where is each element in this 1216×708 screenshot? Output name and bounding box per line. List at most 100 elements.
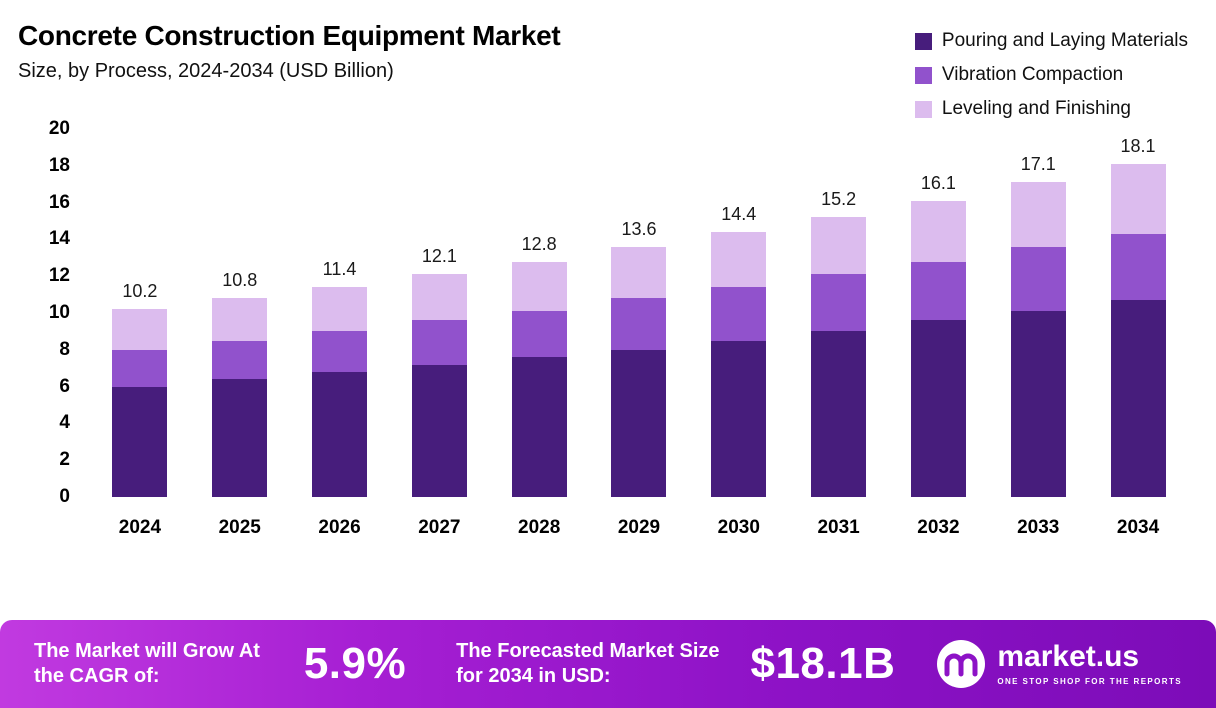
x-axis-label: 2030 <box>717 517 760 538</box>
bar-group: 12.1 <box>389 129 489 497</box>
y-tick-label: 4 <box>59 412 70 434</box>
x-axis-label: 2033 <box>1017 517 1060 538</box>
bar-segment-leveling-and-finishing <box>910 200 966 262</box>
page-subtitle: Size, by Process, 2024-2034 (USD Billion… <box>18 60 394 82</box>
bar-segment-pouring-and-laying-materials <box>411 364 467 497</box>
logo-tagline: ONE STOP SHOP FOR THE REPORTS <box>997 677 1182 686</box>
bar-group: 12.8 <box>489 129 589 497</box>
y-tick-label: 16 <box>48 191 70 213</box>
cagr-label: The Market will Grow At the CAGR of: <box>34 640 260 687</box>
legend-swatch <box>914 66 932 84</box>
legend-swatch <box>914 100 932 118</box>
legend-label: Pouring and Laying Materials <box>941 30 1188 51</box>
bar-segment-pouring-and-laying-materials <box>511 357 567 497</box>
bar-group: 13.6 <box>589 129 689 497</box>
cagr-value: 5.9% <box>303 639 407 688</box>
legend-item: Vibration Compaction <box>914 64 1188 86</box>
forecast-value: $18.1B <box>750 639 896 688</box>
stacked-bar-chart: 0 2 4 6 8 10 12 14 16 18 20 10.2 10.8 11.4 12.1 12.8 13… <box>20 119 1188 539</box>
stacked-bar <box>711 232 767 497</box>
bar-segment-pouring-and-laying-materials <box>312 371 368 497</box>
bar-total-label: 15.2 <box>821 189 857 210</box>
bar-segment-pouring-and-laying-materials <box>1110 300 1166 497</box>
stacked-bar <box>1010 182 1066 497</box>
header: Concrete Construction Equipment Market S… <box>0 0 1216 119</box>
bar-segment-vibration-compaction <box>811 274 867 332</box>
bar-group: 18.1 <box>1088 129 1188 497</box>
bar-total-label: 18.1 <box>1120 135 1156 156</box>
bar-segment-vibration-compaction <box>711 287 767 341</box>
x-axis: 2024 2025 2026 2027 2028 2029 2030 2031 2032 2033… <box>90 517 1188 539</box>
marketus-logo: market.us ONE STOP SHOP FOR THE REPORTS <box>935 638 1182 690</box>
y-tick-label: 18 <box>48 154 70 176</box>
bar-segment-leveling-and-finishing <box>611 246 667 299</box>
y-tick-label: 20 <box>48 118 70 139</box>
bar-segment-vibration-compaction <box>411 320 467 365</box>
stacked-bar <box>1110 163 1166 497</box>
stacked-bar <box>312 287 368 497</box>
logo-text: market.us <box>997 640 1140 673</box>
x-axis-label: 2026 <box>318 517 361 538</box>
bar-total-label: 10.8 <box>222 270 258 291</box>
y-tick-label: 14 <box>48 228 70 250</box>
x-axis-label: 2027 <box>418 517 461 538</box>
bar-segment-leveling-and-finishing <box>511 261 567 312</box>
bar-group: 16.1 <box>889 129 989 497</box>
forecast-label: The Forecasted Market Size for 2034 in U… <box>456 640 720 687</box>
y-axis: 0 2 4 6 8 10 12 14 16 18 20 <box>20 119 78 507</box>
bar-group: 11.4 <box>290 129 390 497</box>
bar-segment-pouring-and-laying-materials <box>711 340 767 497</box>
bar-segment-vibration-compaction <box>1110 233 1166 301</box>
bar-segment-leveling-and-finishing <box>811 217 867 275</box>
stacked-bar <box>611 246 667 497</box>
y-tick-label: 6 <box>59 375 70 397</box>
bar-total-label: 17.1 <box>1020 154 1056 175</box>
y-tick-label: 12 <box>48 265 70 287</box>
stacked-bar <box>811 217 867 497</box>
bar-total-label: 12.8 <box>521 233 557 254</box>
bar-total-label: 10.2 <box>122 281 158 302</box>
bar-segment-vibration-compaction <box>910 261 966 321</box>
x-axis-label: 2029 <box>617 517 661 538</box>
footer-banner: The Market will Grow At the CAGR of: 5.9… <box>0 620 1216 708</box>
page-title: Concrete Construction Equipment Market <box>18 20 561 51</box>
bar-segment-leveling-and-finishing <box>112 309 168 350</box>
bar-total-label: 16.1 <box>920 172 956 193</box>
legend-label: Vibration Compaction <box>941 64 1124 85</box>
x-axis-label: 2025 <box>218 517 261 538</box>
bar-segment-pouring-and-laying-materials <box>611 349 667 497</box>
plot-area: 10.2 10.8 11.4 12.1 12.8 13.6 14.4 15.2 16.1 17.1… <box>90 129 1188 497</box>
bar-total-label: 12.1 <box>421 246 457 267</box>
stacked-bar <box>511 261 567 497</box>
stacked-bar <box>411 274 467 497</box>
bar-group: 15.2 <box>789 129 889 497</box>
x-axis-label: 2034 <box>1116 517 1160 538</box>
bar-segment-leveling-and-finishing <box>212 298 268 341</box>
bar-segment-leveling-and-finishing <box>411 274 467 321</box>
legend-item: Pouring and Laying Materials <box>914 30 1188 52</box>
bar-segment-leveling-and-finishing <box>711 232 767 288</box>
bar-segment-pouring-and-laying-materials <box>1010 311 1066 497</box>
bar-group: 10.8 <box>190 129 290 497</box>
logo-text-wrap: market.us ONE STOP SHOP FOR THE REPORTS <box>997 640 1182 687</box>
bar-segment-pouring-and-laying-materials <box>910 320 966 497</box>
x-axis-label: 2031 <box>817 517 860 538</box>
y-tick-label: 8 <box>59 338 70 360</box>
legend-item: Leveling and Finishing <box>914 98 1188 120</box>
bar-segment-leveling-and-finishing <box>312 287 368 332</box>
legend-swatch <box>914 32 932 50</box>
bar-segment-vibration-compaction <box>312 331 368 372</box>
bars: 10.2 10.8 11.4 12.1 12.8 13.6 14.4 15.2 16.1 17.1… <box>90 129 1188 497</box>
marketus-logo-icon <box>937 640 986 688</box>
bar-segment-vibration-compaction <box>112 349 168 387</box>
bar-segment-leveling-and-finishing <box>1110 163 1166 234</box>
bar-segment-leveling-and-finishing <box>1010 182 1066 247</box>
bar-group: 10.2 <box>90 129 190 497</box>
bar-segment-vibration-compaction <box>212 340 268 380</box>
bar-segment-pouring-and-laying-materials <box>212 379 268 497</box>
bar-segment-vibration-compaction <box>511 311 567 358</box>
x-axis-label: 2028 <box>518 517 561 538</box>
bar-segment-vibration-compaction <box>611 298 667 350</box>
stacked-bar <box>910 200 966 497</box>
